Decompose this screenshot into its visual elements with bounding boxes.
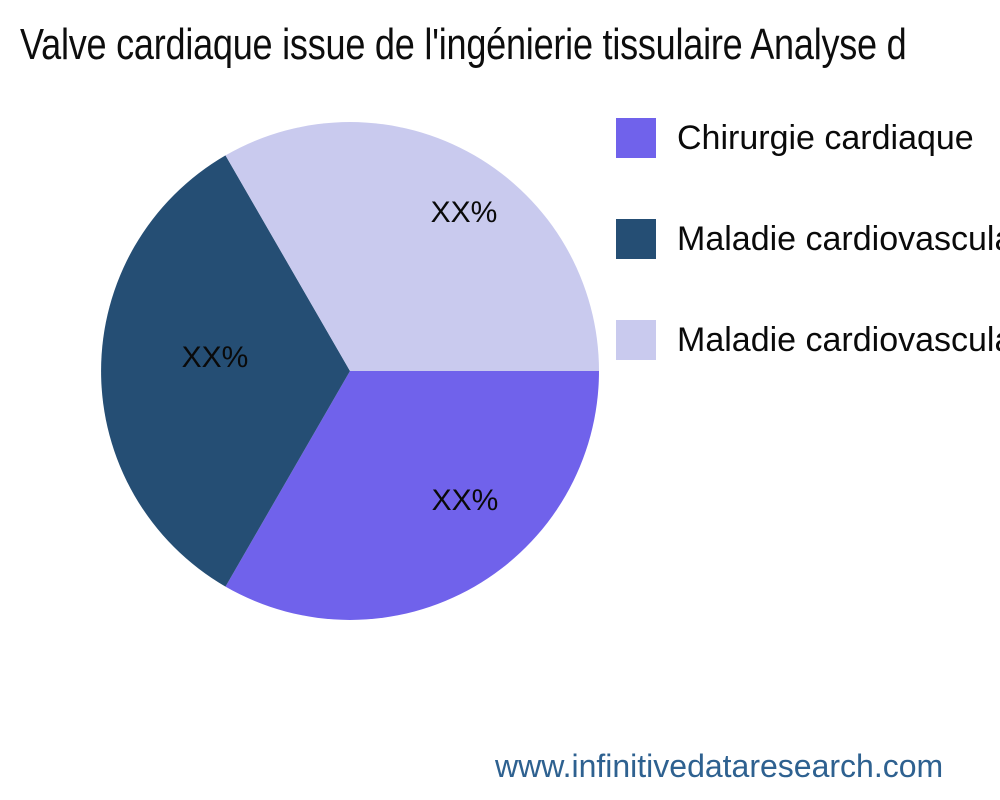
legend-label-maladie-cardiovasculaire-2: Maladie cardiovascula bbox=[677, 320, 1000, 359]
legend-item-maladie-cardiovasculaire-2: Maladie cardiovascula bbox=[616, 320, 1000, 360]
pie-label-chirurgie-cardiaque: XX% bbox=[431, 484, 499, 517]
legend-item-maladie-cardiovasculaire-1: Maladie cardiovascula bbox=[616, 219, 1000, 259]
chart-title: Valve cardiaque issue de l'ingénierie ti… bbox=[20, 20, 907, 69]
pie-slice-chirurgie-cardiaque bbox=[225, 371, 599, 620]
pie-slice-maladie-cardiovasculaire-1 bbox=[101, 155, 351, 587]
legend-swatch-maladie-cardiovasculaire-1 bbox=[616, 219, 656, 259]
legend-label-chirurgie-cardiaque: Chirurgie cardiaque bbox=[677, 118, 974, 157]
pie-label-maladie-cardiovasculaire-2: XX% bbox=[430, 196, 498, 229]
pie-slice-maladie-cardiovasculaire-2 bbox=[225, 122, 599, 371]
legend-swatch-maladie-cardiovasculaire-2 bbox=[616, 320, 656, 360]
pie-label-maladie-cardiovasculaire-1: XX% bbox=[181, 341, 249, 374]
legend-label-maladie-cardiovasculaire-1: Maladie cardiovascula bbox=[677, 219, 1000, 258]
legend-item-chirurgie-cardiaque: Chirurgie cardiaque bbox=[616, 118, 974, 158]
legend-swatch-chirurgie-cardiaque bbox=[616, 118, 656, 158]
website-link[interactable]: www.infinitivedataresearch.com bbox=[495, 748, 944, 784]
